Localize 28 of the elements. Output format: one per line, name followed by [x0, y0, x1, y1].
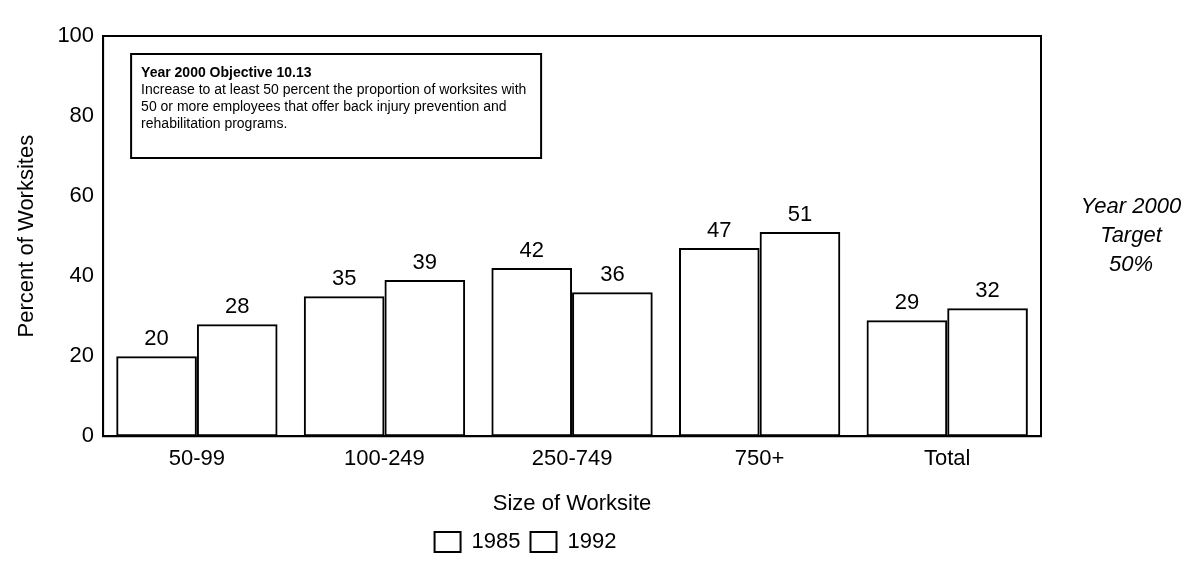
y-tick-label: 0 — [81, 422, 95, 448]
x-tick-label: 750+ — [734, 445, 785, 471]
text: Year 2000 Target 50% — [1080, 193, 1182, 277]
y-tick-label: 20 — [69, 342, 95, 368]
y-tick-label: 100 — [57, 22, 95, 48]
annotation: Year 2000 Objective 10.13 — [141, 63, 312, 80]
y-tick-label: 40 — [69, 262, 95, 288]
x-tick-label: 100-249 — [344, 445, 425, 471]
x-tick-label: 250-749 — [531, 445, 613, 471]
y-tick-label: 60 — [69, 182, 95, 208]
data-label: 32 — [975, 277, 1000, 303]
annotation: Increase to at least 50 percent the proportion of worksites with 50 or more employees that offer back injury prevention and rehabilitation programs. — [141, 80, 527, 131]
data-label: 28 — [224, 293, 250, 319]
legend-label: 1992 — [567, 528, 617, 554]
data-label: 35 — [331, 265, 357, 291]
data-label: 36 — [600, 261, 625, 287]
legend-label: 1985 — [471, 528, 521, 554]
x-axis-title: Size of Worksite — [492, 489, 652, 515]
data-label: 47 — [707, 217, 732, 243]
data-label: 42 — [519, 237, 544, 263]
y-axis-title: Percent of Worksites — [13, 134, 39, 338]
y-tick-label: 80 — [69, 102, 95, 128]
data-label: 51 — [787, 201, 813, 227]
data-label: 20 — [144, 325, 169, 351]
x-tick-label: 50-99 — [168, 445, 226, 471]
data-label: 39 — [412, 249, 438, 275]
data-label: 29 — [894, 289, 920, 315]
x-tick-label: Total — [923, 445, 971, 471]
